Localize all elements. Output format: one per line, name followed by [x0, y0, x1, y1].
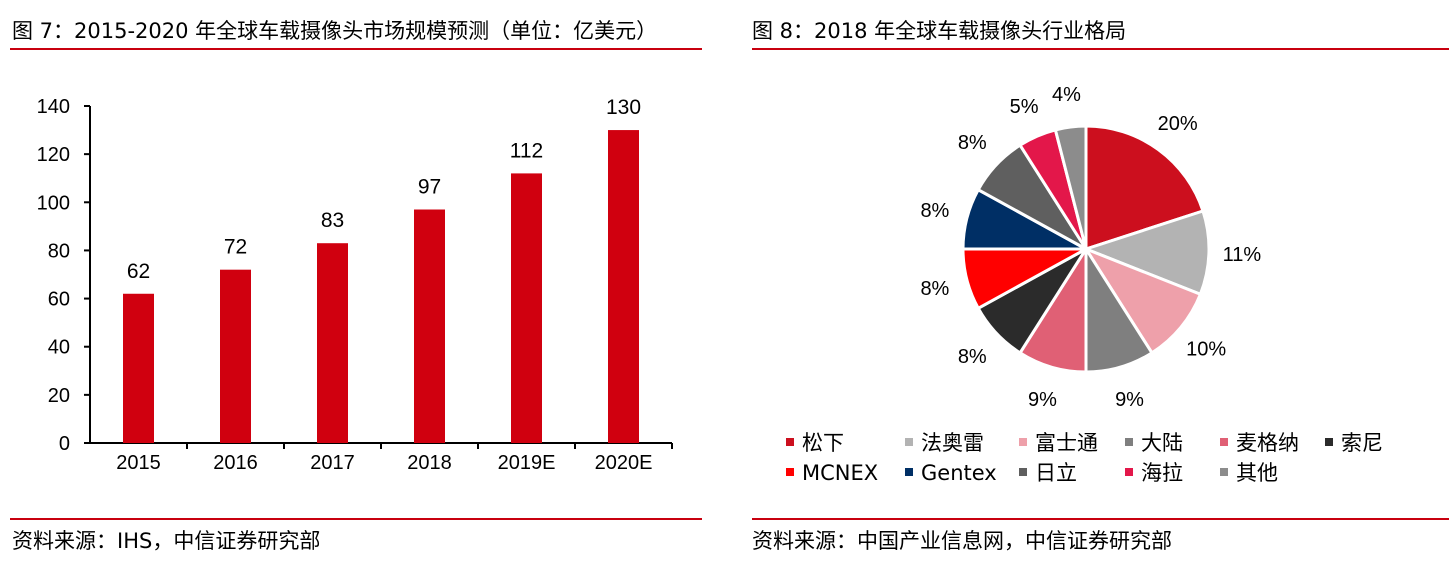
legend-label: 麦格纳 — [1236, 431, 1299, 455]
bar-value-label: 97 — [418, 176, 441, 199]
y-tick-label: 140 — [37, 96, 70, 118]
legend-label: 其他 — [1236, 461, 1278, 485]
right-title-rule — [752, 48, 1449, 50]
legend-item: 富士通 — [1019, 428, 1098, 458]
bar-2015 — [123, 293, 154, 443]
pie-slice-label: 9% — [1115, 389, 1144, 411]
legend-label: 松下 — [802, 431, 844, 455]
pie-chart: 20% 11% 10% 9% 9% 8% 8% 8% 8% 5% 4% — [920, 84, 1262, 411]
legend-item: 松下 — [786, 428, 844, 458]
legend-item: 大陆 — [1125, 428, 1183, 458]
legend-swatch — [905, 468, 913, 476]
pie-slice-法奥雷 — [1081, 209, 1211, 297]
legend-label: 海拉 — [1141, 461, 1183, 485]
pie-slice-label: 10% — [1186, 338, 1226, 360]
bar-2020E — [608, 130, 639, 444]
left-figure-title: 图 7：2015-2020 年全球车载摄像头市场规模预测（单位：亿美元） — [12, 19, 658, 43]
legend-swatch — [1019, 468, 1027, 476]
legend-label: 大陆 — [1141, 431, 1183, 455]
legend-swatch — [1220, 438, 1228, 446]
legend-label: 富士通 — [1035, 431, 1098, 455]
legend-item: 麦格纳 — [1220, 428, 1299, 458]
legend-swatch — [1325, 438, 1333, 446]
pie-slice-label: 8% — [958, 346, 987, 368]
legend-label: 法奥雷 — [921, 431, 984, 455]
bar-value-label: 112 — [510, 139, 543, 162]
pie-slice-label: 9% — [1028, 389, 1057, 411]
y-tick-label: 100 — [37, 192, 70, 214]
right-source-rule — [752, 518, 1449, 520]
pie-slice-label: 4% — [1052, 84, 1081, 106]
left-source-rule — [10, 518, 702, 520]
pie-slice-label: 5% — [1010, 96, 1039, 118]
x-tick-label: 2018 — [407, 452, 452, 474]
y-tick-label: 80 — [48, 240, 70, 262]
legend-swatch — [1019, 438, 1027, 446]
x-tick-label: 2019E — [498, 452, 556, 474]
legend-label: 索尼 — [1341, 431, 1383, 455]
right-figure-panel: 图 8：2018 年全球车载摄像头行业格局 20% 11% 10% 9% 9% 8% 8% 8… — [752, 0, 1451, 574]
pie-slice-label: 11% — [1223, 244, 1262, 266]
y-tick-label: 20 — [48, 385, 70, 407]
legend-swatch — [1125, 438, 1133, 446]
x-tick-label: 2015 — [116, 452, 161, 474]
legend-swatch — [1125, 468, 1133, 476]
legend-swatch — [786, 468, 794, 476]
y-tick-label: 0 — [59, 433, 70, 455]
legend-label: Gentex — [921, 461, 997, 485]
bar-2018 — [414, 209, 445, 443]
legend-item: 索尼 — [1325, 428, 1383, 458]
bar-chart: 0 20 40 60 80 100 120 140 62 2015 72 2016 83 2017 97 20… — [37, 96, 673, 474]
y-tick-label: 120 — [37, 144, 70, 166]
bar-value-label: 62 — [127, 260, 150, 283]
x-tick-label: 2017 — [310, 452, 355, 474]
x-tick-label: 2016 — [213, 452, 258, 474]
legend-item: 其他 — [1220, 458, 1278, 488]
legend-item: 海拉 — [1125, 458, 1183, 488]
right-source-text: 资料来源：中国产业信息网，中信证券研究部 — [752, 529, 1172, 553]
legend-swatch — [905, 438, 913, 446]
legend-label: MCNEX — [802, 461, 879, 485]
pie-slice-label: 8% — [958, 132, 987, 154]
left-figure-panel: 图 7：2015-2020 年全球车载摄像头市场规模预测（单位：亿美元） 0 20… — [0, 0, 705, 574]
right-figure-title: 图 8：2018 年全球车载摄像头行业格局 — [752, 19, 1127, 43]
legend-item: 法奥雷 — [905, 428, 984, 458]
y-tick-label: 60 — [48, 289, 70, 311]
pie-slice-label: 8% — [920, 278, 949, 300]
legend-label: 日立 — [1035, 461, 1077, 485]
bar-2016 — [220, 269, 251, 443]
x-tick-label: 2020E — [595, 452, 653, 474]
bar-value-label: 72 — [224, 236, 247, 259]
pie-slice-label: 8% — [920, 200, 949, 222]
pie-slice-松下 — [1084, 124, 1205, 252]
y-tick-label: 40 — [48, 337, 70, 359]
pie-slice-其他 — [1053, 124, 1088, 250]
legend-swatch — [786, 438, 794, 446]
left-title-rule — [10, 48, 702, 50]
bar-value-label: 130 — [606, 96, 641, 119]
legend-item: Gentex — [905, 458, 997, 488]
bar-2019E — [511, 173, 542, 443]
legend-item: MCNEX — [786, 458, 878, 488]
left-source-text: 资料来源：IHS，中信证券研究部 — [12, 529, 321, 553]
bar-2017 — [317, 243, 348, 443]
pie-slice-label: 20% — [1158, 113, 1198, 135]
legend-swatch — [1220, 468, 1228, 476]
legend-item: 日立 — [1019, 458, 1077, 488]
bar-value-label: 83 — [321, 209, 344, 232]
